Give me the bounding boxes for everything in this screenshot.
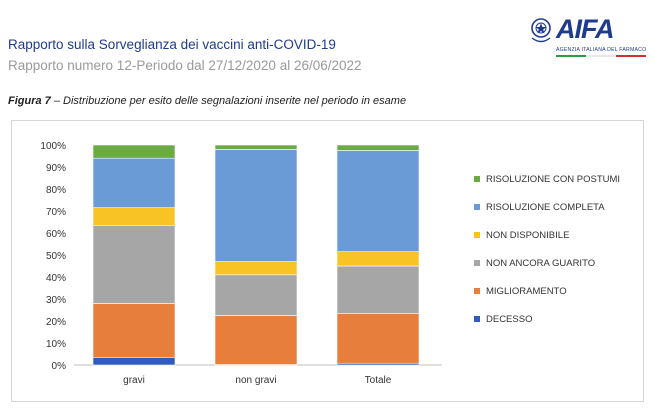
italian-flag-stripe bbox=[556, 55, 646, 57]
legend-swatch bbox=[474, 232, 480, 238]
bar-segment bbox=[214, 149, 298, 262]
figure-label: Figura 7 bbox=[8, 95, 51, 107]
bar-segment bbox=[214, 315, 298, 365]
y-tick-label: 50% bbox=[46, 251, 66, 262]
y-tick-label: 40% bbox=[46, 273, 66, 284]
legend-swatch bbox=[474, 204, 480, 210]
logo-subtext: AGENZIA ITALIANA DEL FARMACO bbox=[556, 47, 647, 53]
bar-segment bbox=[336, 144, 420, 151]
y-tick-label: 70% bbox=[46, 207, 66, 218]
bar-segment bbox=[336, 150, 420, 252]
y-tick-label: 10% bbox=[46, 339, 66, 350]
legend-label: RISOLUZIONE COMPLETA bbox=[486, 202, 605, 213]
legend-label: MIGLIORAMENTO bbox=[486, 286, 567, 297]
bar-segment bbox=[214, 261, 298, 276]
legend-swatch bbox=[474, 260, 480, 266]
bar-segment bbox=[92, 207, 176, 226]
y-tick-label: 30% bbox=[46, 295, 66, 306]
y-tick-label: 60% bbox=[46, 229, 66, 240]
bar-segment bbox=[336, 265, 420, 314]
legend-swatch bbox=[474, 176, 480, 182]
bar-segment bbox=[92, 357, 176, 366]
bar-segment bbox=[336, 251, 420, 267]
report-title: Rapporto sulla Sorveglianza dei vaccini … bbox=[8, 37, 336, 52]
x-tick-label: gravi bbox=[123, 375, 145, 386]
legend-swatch bbox=[474, 288, 480, 294]
chart-frame: 0% 10% 20% 30% 40% 50% 60% 70% 80% 90% 100% gravi no… bbox=[11, 120, 644, 402]
aifa-logo: AIFA AGENZIA ITALIANA DEL FARMACO bbox=[528, 14, 646, 62]
bar-segment bbox=[214, 144, 298, 150]
figure-caption: Figura 7 – Distribuzione per esito delle… bbox=[8, 95, 406, 107]
y-tick-label: 20% bbox=[46, 317, 66, 328]
legend-label: NON DISPONIBILE bbox=[486, 230, 569, 241]
figure-caption-text: – Distribuzione per esito delle segnalaz… bbox=[50, 95, 407, 107]
bar-segment bbox=[92, 144, 176, 159]
stacked-bar-chart: 0% 10% 20% 30% 40% 50% 60% 70% 80% 90% 100% gravi no… bbox=[40, 141, 620, 386]
bar-segment bbox=[92, 225, 176, 304]
emblem-icon bbox=[531, 18, 551, 43]
legend-label: DECESSO bbox=[486, 314, 532, 325]
y-tick-label: 80% bbox=[46, 185, 66, 196]
bar-segment bbox=[336, 313, 420, 364]
legend-label: RISOLUZIONE CON POSTUMI bbox=[486, 174, 620, 185]
legend-label: NON ANCORA GUARITO bbox=[486, 258, 595, 269]
x-tick-label: non gravi bbox=[235, 375, 276, 386]
bar-segment bbox=[92, 303, 176, 358]
report-subtitle: Rapporto numero 12-Periodo dal 27/12/202… bbox=[8, 58, 362, 73]
logo-text: AIFA bbox=[556, 14, 615, 44]
bar-segment bbox=[92, 157, 176, 209]
x-tick-label: Totale bbox=[365, 375, 392, 386]
y-tick-label: 90% bbox=[46, 163, 66, 174]
legend-swatch bbox=[474, 316, 480, 322]
y-tick-label: 100% bbox=[40, 141, 66, 152]
y-tick-label: 0% bbox=[52, 361, 67, 372]
bar-segment bbox=[214, 274, 298, 316]
